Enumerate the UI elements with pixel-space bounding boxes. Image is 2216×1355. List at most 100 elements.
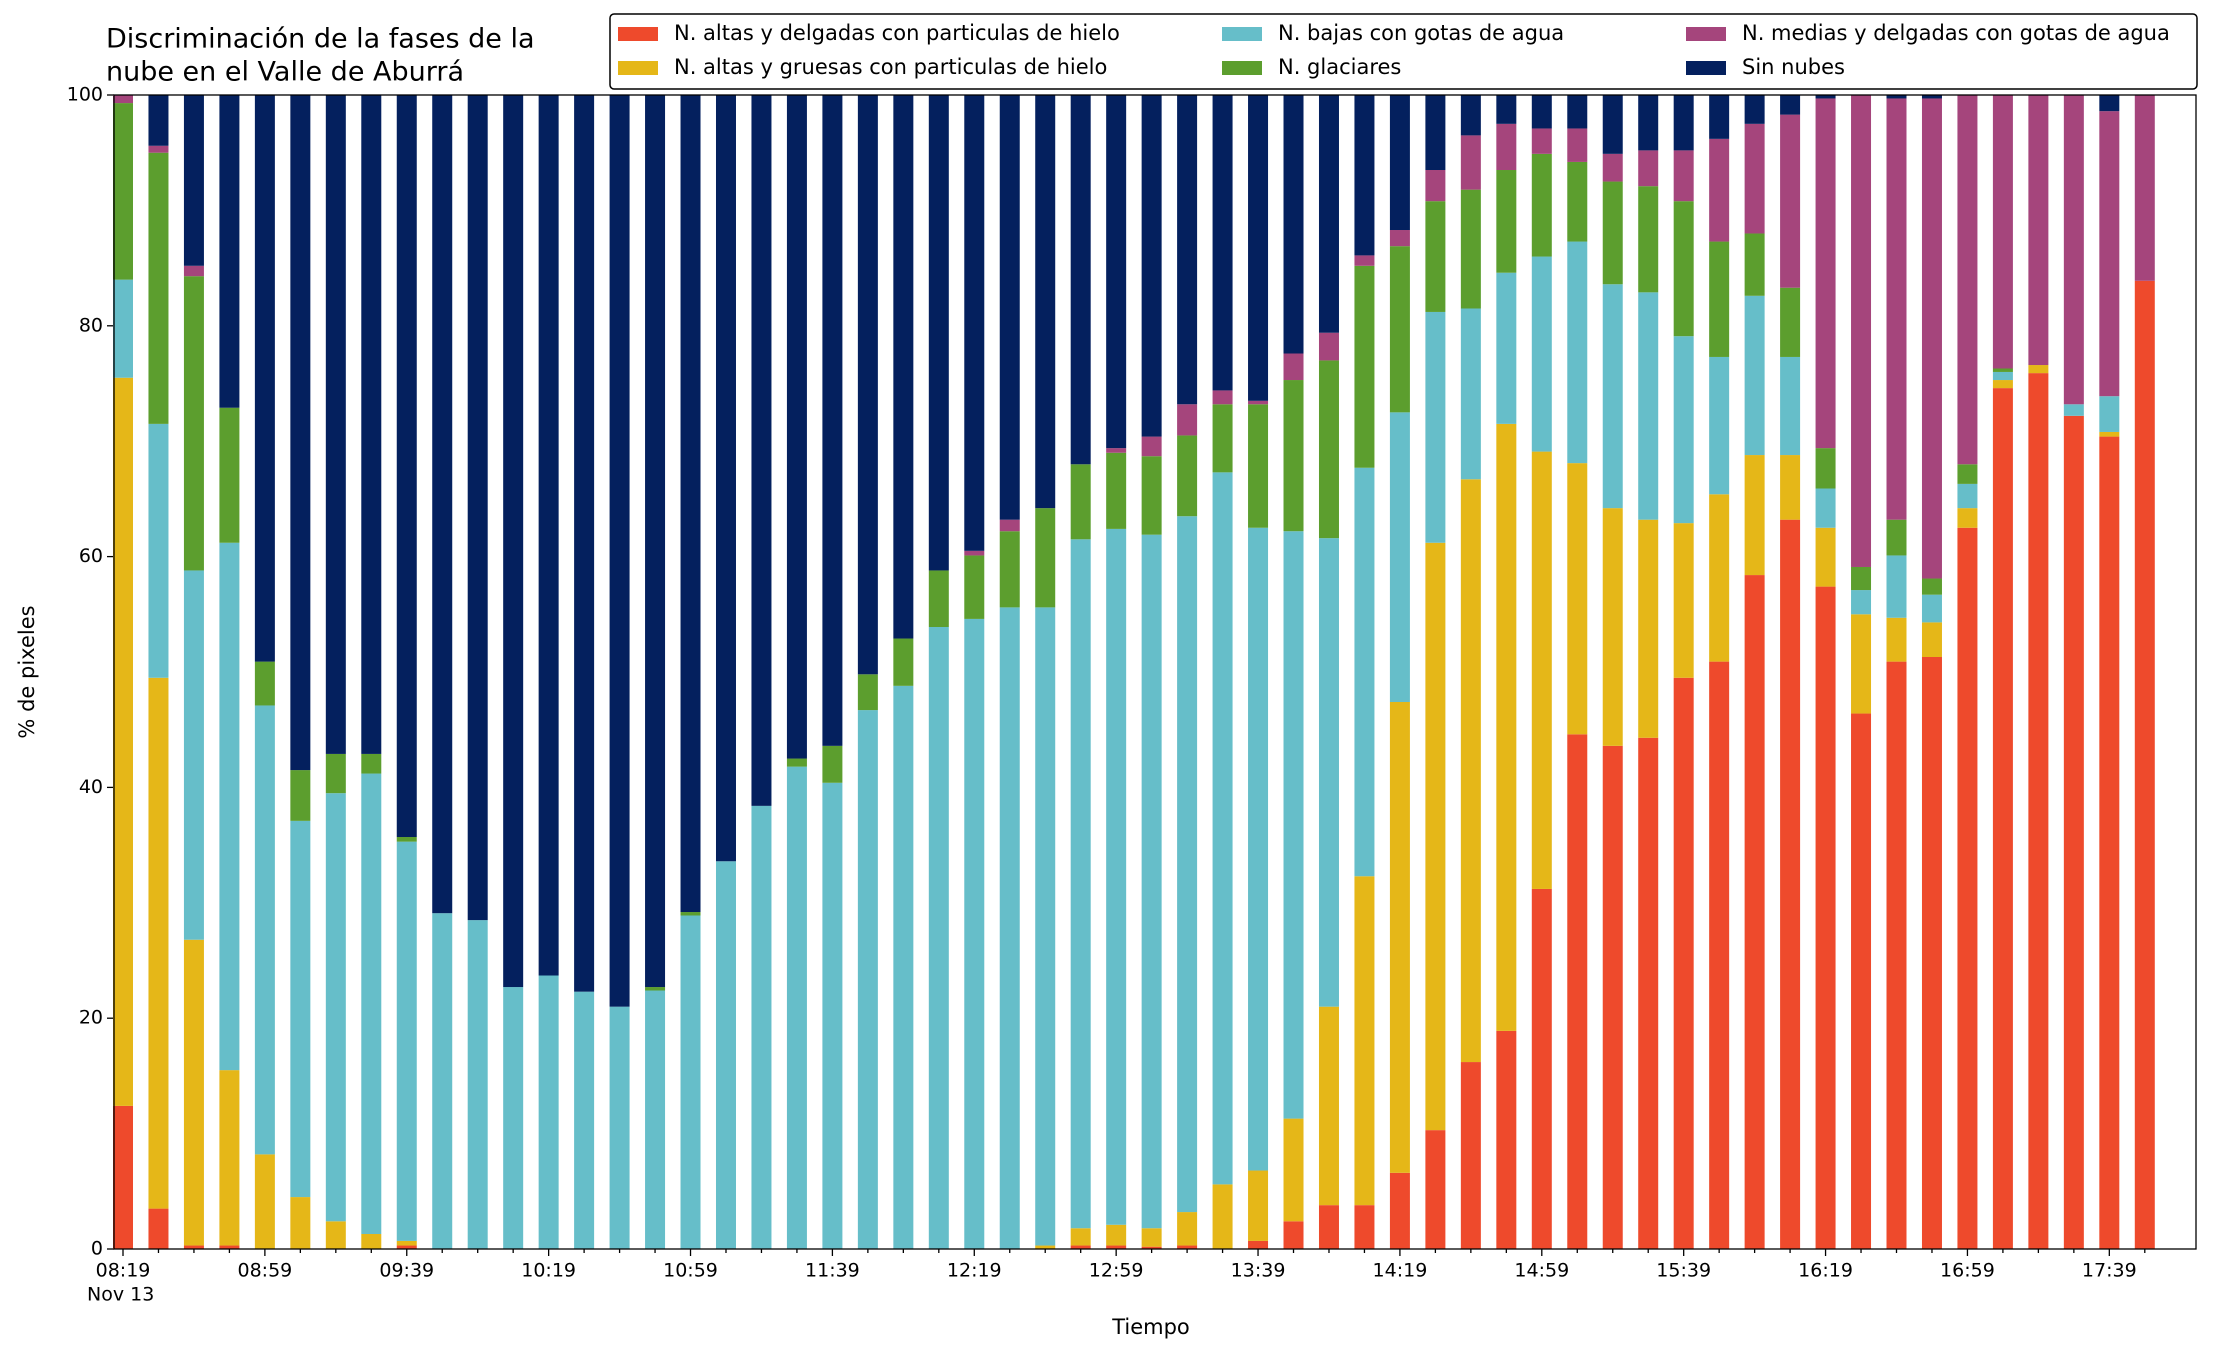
bar-segment [432, 95, 453, 914]
bar-segment [680, 915, 701, 1249]
bar-segment [396, 837, 417, 842]
bar-segment [715, 861, 736, 1249]
bar-segment [1992, 95, 2013, 369]
bar-segment [1957, 95, 1978, 465]
bar-segment [1780, 519, 1801, 1249]
bar-segment [1035, 95, 1056, 509]
bar-segment [325, 753, 346, 794]
bar-segment [1921, 656, 1942, 1249]
bar-segment [1212, 95, 1233, 391]
bar-segment [2099, 396, 2120, 432]
bar-segment [1496, 1030, 1517, 1249]
bar-segment [219, 407, 240, 543]
bar-segment [1673, 201, 1694, 337]
chart-title: nube en el Valle de Aburrá [106, 57, 464, 88]
bar-segment [1851, 566, 1872, 591]
bar-segment [1851, 590, 1872, 615]
bar-segment [1070, 1228, 1091, 1246]
bar-segment [1177, 516, 1198, 1213]
bar-segment [1921, 98, 1942, 579]
bar-segment [1744, 575, 1765, 1249]
bar-segment [219, 95, 240, 408]
bar-segment [1638, 292, 1659, 520]
bar-segment [1248, 404, 1269, 528]
bar-segment [1354, 255, 1375, 266]
bar-segment [1425, 170, 1446, 202]
bar-segment [1531, 153, 1552, 257]
bar-segment [1531, 451, 1552, 889]
bar-segment [1921, 594, 1942, 623]
x-tick-label: 08:19 [96, 1260, 151, 1282]
bar-segment [609, 95, 630, 1007]
bar-segment [1602, 153, 1623, 182]
bar-segment [2099, 111, 2120, 397]
bar-segment [2099, 95, 2120, 112]
bar-segment [1070, 464, 1091, 540]
bar-segment [1886, 617, 1907, 662]
bar-segment [2063, 404, 2084, 416]
bar-segment [1815, 488, 1836, 528]
y-tick-label: 0 [91, 1238, 103, 1260]
bar-segment [1886, 98, 1907, 520]
bar-segment [1354, 95, 1375, 256]
bar-segment [1354, 1205, 1375, 1249]
bar-segment [219, 1245, 240, 1249]
bar-segment [148, 1208, 169, 1249]
x-tick-label: 16:59 [1940, 1260, 1995, 1282]
bar-segment [1638, 737, 1659, 1249]
bar-segment [574, 991, 595, 1249]
bar-segment [1460, 189, 1481, 309]
bar-segment [1496, 95, 1517, 124]
x-tick-label: 12:19 [947, 1260, 1002, 1282]
y-axis-label: % de pixeles [15, 605, 39, 738]
bar-segment [2063, 95, 2084, 405]
bar-segment [1815, 448, 1836, 489]
bar-segment [822, 782, 843, 1249]
bar-segment [361, 95, 382, 754]
bar-segment [1318, 95, 1339, 333]
bar-segment [1851, 713, 1872, 1249]
bar-segment [1177, 404, 1198, 436]
bar-segment [1283, 1118, 1304, 1222]
bar-segment [1602, 95, 1623, 154]
bar-segment [325, 793, 346, 1222]
bar-segment [1496, 272, 1517, 424]
bar-segment [113, 103, 133, 280]
bar-segment [1283, 380, 1304, 532]
bar-segment [751, 95, 772, 806]
bar-segment [2028, 365, 2049, 374]
bar-segment [113, 1105, 133, 1249]
bar-segment [1141, 1228, 1162, 1247]
bar-segment [1460, 95, 1481, 136]
bar-segment [1248, 400, 1269, 405]
bar-segment [1673, 150, 1694, 202]
bar-segment [219, 1070, 240, 1246]
bar-segment [148, 677, 169, 1209]
bar-segment [396, 1245, 417, 1249]
x-date-label: Nov 13 [87, 1284, 154, 1306]
bar-segment [183, 1245, 204, 1249]
bar-segment [645, 987, 666, 991]
bar-segment [113, 377, 133, 1106]
bar-segment [503, 95, 524, 988]
bar-segment [1567, 161, 1588, 242]
bar-segment [1496, 123, 1517, 171]
x-axis-label: Tiempo [1111, 1315, 1190, 1339]
bar-segment [325, 1221, 346, 1249]
bar-segment [1886, 555, 1907, 618]
bar-segment [893, 685, 914, 1249]
bar-segment [1567, 241, 1588, 464]
bar-segment [1957, 527, 1978, 1249]
bar-segment [467, 95, 488, 921]
y-tick-label: 60 [79, 545, 103, 567]
bar-segment [2134, 280, 2155, 1249]
bar-segment [1886, 661, 1907, 1249]
bar-segment [1106, 448, 1127, 453]
chart-title: Discriminación de la fases de la [106, 24, 535, 55]
bar-segment [1673, 523, 1694, 678]
bar-segment [148, 145, 169, 153]
x-tick-label: 17:39 [2082, 1260, 2137, 1282]
bar-segment [1709, 138, 1730, 242]
bar-segment [1141, 1246, 1162, 1249]
legend-swatch [1686, 61, 1726, 75]
